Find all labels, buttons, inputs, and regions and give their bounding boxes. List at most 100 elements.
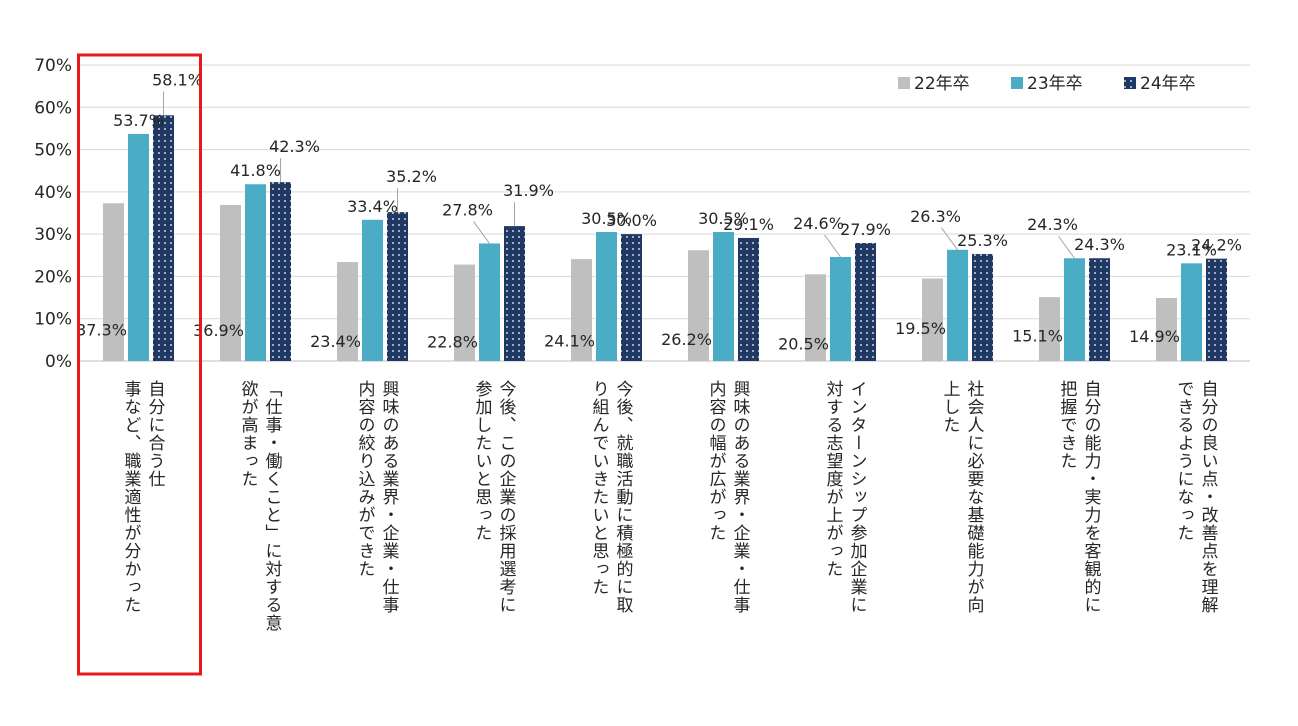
data-label: 26.2%: [661, 330, 712, 349]
category-label: 対する志望度が上がった: [823, 380, 844, 578]
data-label: 24.3%: [1074, 235, 1125, 254]
legend-label: 23年卒: [1027, 74, 1083, 94]
y-axis: 0% 10% 20% 30% 40% 50% 60% 70%: [34, 56, 72, 372]
data-label: 20.5%: [778, 335, 829, 354]
bar-23年卒-5: [596, 232, 617, 361]
bar-23年卒-7: [830, 256, 851, 361]
data-label: 19.5%: [895, 319, 946, 338]
bar-22年卒-10: [1156, 297, 1177, 361]
data-label: 24.6%: [793, 214, 844, 233]
bar-23年卒-9: [1064, 258, 1085, 361]
data-label: 53.7%: [113, 111, 164, 130]
bar-24年卒-3: [387, 212, 408, 361]
legend-label: 22年卒: [914, 74, 970, 94]
data-label: 29.1%: [723, 215, 774, 234]
category-label: 内容の幅が広がった: [706, 380, 727, 542]
leader-line: [473, 221, 490, 244]
data-label: 22.8%: [427, 333, 478, 352]
data-label: 31.9%: [503, 181, 554, 200]
category-label: 今後、この企業の採用選考に: [496, 380, 517, 614]
bar-24年卒-7: [855, 243, 876, 361]
leader-line: [941, 227, 958, 251]
bars: [103, 115, 1227, 361]
bar-22年卒-6: [688, 250, 709, 361]
y-tick-label: 10%: [34, 310, 72, 330]
bar-24年卒-6: [738, 237, 759, 361]
category-label: 上した: [940, 380, 961, 434]
category-label: 自分の能力・実力を客観的に: [1081, 380, 1102, 614]
data-label: 27.9%: [840, 220, 891, 239]
y-tick-label: 40%: [34, 183, 72, 203]
bar-24年卒-2: [270, 182, 291, 361]
bar-23年卒-8: [947, 249, 968, 361]
y-tick-label: 60%: [34, 98, 72, 118]
data-label: 30.5%: [698, 209, 749, 228]
data-label: 15.1%: [1012, 326, 1063, 345]
bar-24年卒-1: [153, 115, 174, 361]
y-tick-label: 30%: [34, 225, 72, 245]
bar-23年卒-10: [1181, 263, 1202, 361]
category-label: 自分の良い点・改善点を理解: [1198, 380, 1219, 614]
category-label: 欲が高まった: [238, 380, 259, 488]
legend-swatch: [1011, 77, 1023, 89]
leader-lines: [163, 91, 1075, 259]
data-label: 35.2%: [386, 167, 437, 186]
data-label: 26.3%: [910, 207, 961, 226]
data-label: 14.9%: [1129, 327, 1180, 346]
bar-23年卒-1: [128, 133, 149, 361]
leader-line: [824, 234, 841, 258]
data-label: 25.3%: [957, 231, 1008, 250]
data-label: 37.3%: [76, 320, 127, 339]
bar-23年卒-2: [245, 184, 266, 361]
bar-22年卒-9: [1039, 297, 1060, 361]
category-label: 社会人に必要な基礎能力が向: [964, 380, 985, 614]
bar-23年卒-6: [713, 232, 734, 361]
category-label: 内容の絞り込みができた: [355, 380, 376, 578]
bar-22年卒-1: [103, 203, 124, 361]
legend-swatch: [898, 77, 910, 89]
category-label: インターンシップ参加企業に: [847, 380, 868, 614]
bar-24年卒-5: [621, 234, 642, 361]
bar-22年卒-7: [805, 274, 826, 361]
data-label: 41.8%: [230, 161, 281, 180]
data-label: 24.1%: [544, 332, 595, 351]
bar-24年卒-4: [504, 226, 525, 361]
y-tick-label: 70%: [34, 56, 72, 76]
data-label: 24.3%: [1027, 215, 1078, 234]
category-label: 自分に合う仕: [145, 380, 166, 488]
category-label: 興味のある業界・企業・仕事: [730, 380, 751, 614]
data-label: 23.1%: [1166, 240, 1217, 259]
category-label: 興味のある業界・企業・仕事: [379, 380, 400, 614]
category-label: できるようになった: [1174, 380, 1194, 542]
bar-22年卒-2: [220, 204, 241, 361]
category-label: 今後、就職活動に積極的に取: [613, 380, 634, 614]
y-tick-label: 20%: [34, 267, 72, 287]
highlight-frame: [77, 53, 202, 676]
bar-24年卒-8: [972, 254, 993, 361]
leader-line: [1058, 235, 1075, 259]
category-label: 把握できた: [1057, 380, 1078, 470]
data-label: 30.0%: [606, 211, 657, 230]
legend: 22年卒 23年卒 24年卒: [898, 74, 1196, 94]
bar-22年卒-3: [337, 262, 358, 361]
bar-23年卒-4: [479, 243, 500, 361]
bar-22年卒-4: [454, 264, 475, 361]
y-tick-label: 0%: [45, 352, 72, 372]
data-label: 58.1%: [152, 70, 203, 89]
category-label: 参加したいと思った: [472, 380, 493, 542]
bar-23年卒-3: [362, 219, 383, 361]
data-label: 27.8%: [442, 200, 493, 219]
bar-24年卒-10: [1206, 258, 1227, 361]
data-label: 33.4%: [347, 197, 398, 216]
legend-label: 24年卒: [1140, 74, 1196, 94]
data-label: 42.3%: [269, 137, 320, 156]
bar-22年卒-8: [922, 278, 943, 361]
data-label: 30.5%: [581, 209, 632, 228]
data-label: 24.2%: [1191, 236, 1242, 255]
bar-24年卒-9: [1089, 258, 1110, 361]
bar-22年卒-5: [571, 259, 592, 361]
data-labels: 37.3% 53.7% 58.1% 36.9% 41.8% 42.3% 23.4% 33.4%…: [76, 70, 1242, 353]
highlight-frame-rect: [77, 53, 202, 676]
